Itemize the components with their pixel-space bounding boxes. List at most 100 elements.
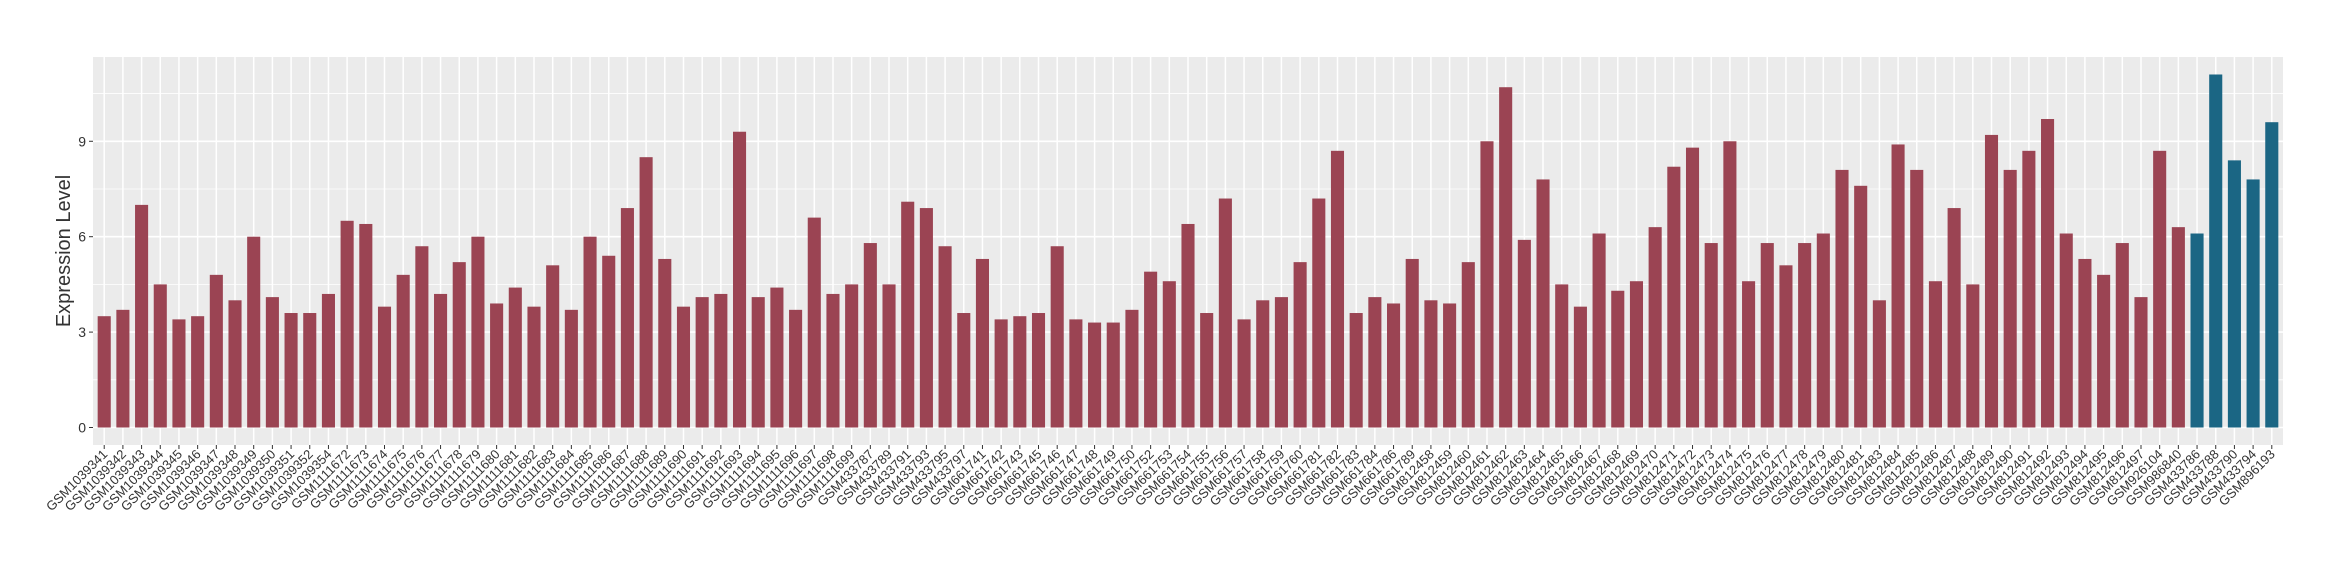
bar	[1013, 316, 1027, 428]
bar	[751, 297, 765, 428]
bar	[1536, 179, 1550, 428]
bar	[1685, 147, 1700, 428]
bar	[377, 306, 392, 428]
bar	[1984, 134, 1999, 428]
bar	[546, 265, 560, 428]
bar	[1947, 208, 1961, 428]
bar	[2246, 179, 2260, 428]
bar	[639, 157, 653, 428]
bar	[415, 246, 429, 428]
bar	[172, 319, 186, 428]
bar	[2265, 122, 2279, 428]
bar	[564, 309, 578, 428]
bar	[490, 303, 504, 428]
bar	[2078, 258, 2092, 428]
bar	[1200, 313, 1214, 428]
bar	[97, 316, 111, 428]
bar	[359, 223, 373, 428]
bar	[807, 217, 821, 428]
bar	[901, 201, 915, 428]
bar	[1648, 227, 1662, 428]
bar	[452, 262, 466, 428]
bar	[340, 220, 354, 428]
bar	[396, 274, 410, 428]
bar	[770, 287, 784, 428]
y-tick-label: 0	[78, 420, 86, 436]
bar	[2022, 150, 2036, 428]
bar	[508, 287, 522, 428]
bar	[284, 313, 298, 428]
bar	[2115, 243, 2129, 428]
bar	[1499, 87, 1513, 428]
bar	[191, 316, 205, 428]
bar	[1050, 246, 1064, 428]
bar	[658, 258, 672, 428]
bar	[1704, 243, 1718, 428]
bar	[1125, 309, 1139, 428]
bar	[1387, 303, 1401, 428]
bar	[1274, 297, 1288, 428]
bar	[1723, 141, 1737, 428]
bar	[1779, 265, 1793, 428]
bar	[1218, 198, 1232, 428]
bar	[1760, 243, 1774, 428]
bar	[1293, 262, 1307, 428]
bar	[919, 208, 933, 428]
bar	[826, 293, 840, 428]
bar	[863, 243, 877, 428]
bar	[303, 313, 317, 428]
bar	[247, 236, 261, 428]
bar	[1256, 300, 1270, 428]
bar	[1910, 169, 1924, 428]
bar	[2209, 74, 2223, 428]
bar	[1742, 281, 1756, 428]
bar	[1088, 322, 1102, 428]
bar	[135, 204, 149, 428]
bar	[153, 284, 167, 428]
bar	[1181, 223, 1195, 428]
bar	[1106, 322, 1120, 428]
bar	[882, 284, 896, 428]
bar	[695, 297, 709, 428]
bar	[1312, 198, 1326, 428]
bar	[1237, 319, 1251, 428]
y-axis-title: Expression Level	[53, 175, 75, 327]
bar	[676, 306, 691, 428]
bar	[1667, 166, 1681, 428]
bar	[1555, 284, 1569, 428]
bar	[265, 297, 279, 428]
bar	[1835, 169, 1849, 428]
bar	[209, 274, 223, 428]
bar	[1891, 144, 1905, 428]
bar	[1405, 258, 1419, 428]
bar	[938, 246, 952, 428]
y-tick-label: 9	[78, 133, 86, 149]
bar	[2041, 119, 2055, 428]
bar	[2171, 227, 2185, 428]
bar	[2097, 274, 2111, 428]
bar	[1349, 313, 1363, 428]
bar	[2227, 160, 2241, 428]
bar	[1798, 243, 1812, 428]
bar	[2059, 233, 2073, 428]
bar	[583, 236, 597, 428]
bar	[1854, 185, 1868, 428]
bar	[1816, 233, 1830, 428]
bar	[1517, 239, 1531, 428]
bar	[789, 309, 803, 428]
bar	[2190, 233, 2204, 428]
y-tick-label: 3	[78, 324, 86, 340]
bar	[321, 293, 335, 428]
bar	[1461, 262, 1475, 428]
bar	[2003, 169, 2017, 428]
bar	[1368, 297, 1382, 428]
bar	[1592, 233, 1606, 428]
bar	[732, 131, 747, 428]
bar	[471, 236, 485, 428]
bar	[1928, 281, 1942, 428]
bar	[1330, 150, 1345, 428]
bar	[975, 258, 989, 428]
bar	[957, 313, 971, 428]
bar	[116, 309, 130, 428]
